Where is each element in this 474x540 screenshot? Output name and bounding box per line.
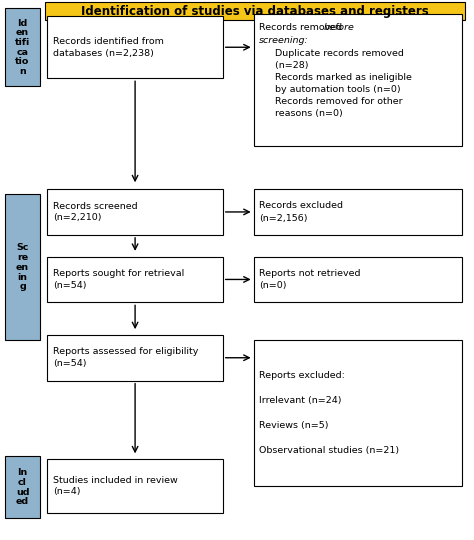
Text: Identification of studies via databases and registers: Identification of studies via databases … <box>81 4 428 18</box>
Text: Sc
re
en
in
g: Sc re en in g <box>16 244 29 291</box>
FancyBboxPatch shape <box>45 2 465 20</box>
FancyBboxPatch shape <box>254 256 462 302</box>
Text: Records screened
(n=2,210): Records screened (n=2,210) <box>53 201 138 222</box>
Text: screening:: screening: <box>259 36 309 45</box>
Text: In
cl
ud
ed: In cl ud ed <box>16 468 29 507</box>
Text: reasons (n=0): reasons (n=0) <box>266 110 343 118</box>
Text: Reports excluded:

Irrelevant (n=24)

Reviews (n=5)

Observational studies (n=21: Reports excluded: Irrelevant (n=24) Revi… <box>259 371 400 455</box>
Text: Id
en
tifi
ca
tio
n: Id en tifi ca tio n <box>15 18 30 76</box>
FancyBboxPatch shape <box>254 14 462 146</box>
FancyBboxPatch shape <box>254 189 462 235</box>
FancyBboxPatch shape <box>5 194 40 340</box>
Text: Reports not retrieved
(n=0): Reports not retrieved (n=0) <box>259 269 361 290</box>
Text: Reports sought for retrieval
(n=54): Reports sought for retrieval (n=54) <box>53 269 184 290</box>
Text: Reports assessed for eligibility
(n=54): Reports assessed for eligibility (n=54) <box>53 347 199 368</box>
Text: by automation tools (n=0): by automation tools (n=0) <box>266 85 401 94</box>
FancyBboxPatch shape <box>5 8 40 86</box>
Text: Records identified from
databases (n=2,238): Records identified from databases (n=2,2… <box>53 37 164 58</box>
FancyBboxPatch shape <box>47 459 223 513</box>
FancyBboxPatch shape <box>47 16 223 78</box>
Text: before: before <box>323 23 354 32</box>
FancyBboxPatch shape <box>254 340 462 486</box>
FancyBboxPatch shape <box>47 189 223 235</box>
FancyBboxPatch shape <box>47 256 223 302</box>
Text: Records excluded
(n=2,156): Records excluded (n=2,156) <box>259 201 343 222</box>
FancyBboxPatch shape <box>47 335 223 381</box>
Text: Studies included in review
(n=4): Studies included in review (n=4) <box>53 476 178 496</box>
Text: Records removed for other: Records removed for other <box>266 97 403 106</box>
FancyBboxPatch shape <box>5 456 40 518</box>
Text: Duplicate records removed: Duplicate records removed <box>266 49 404 58</box>
Text: (n=28): (n=28) <box>266 61 309 70</box>
Text: Records marked as ineligible: Records marked as ineligible <box>266 73 412 82</box>
Text: Records removed: Records removed <box>259 23 346 32</box>
